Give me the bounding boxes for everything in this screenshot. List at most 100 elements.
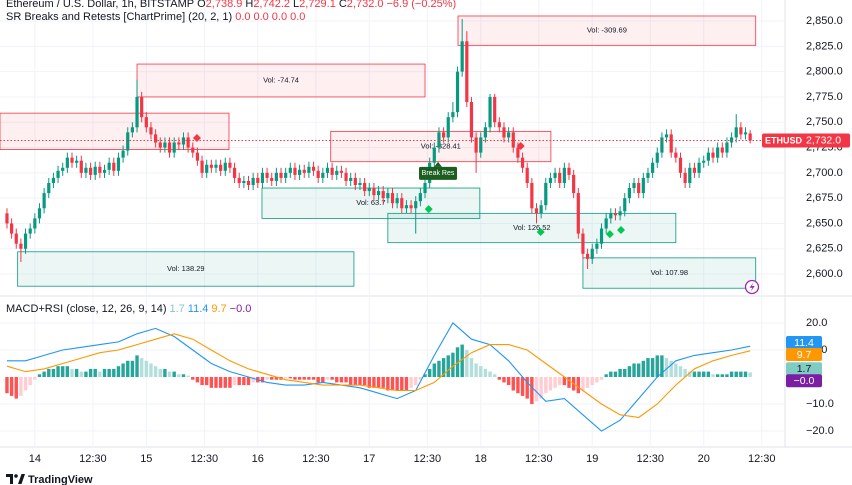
histogram-bar bbox=[9, 377, 14, 396]
histogram-bar bbox=[47, 368, 51, 377]
x-tick-label: 20 bbox=[698, 453, 710, 465]
histogram-bar bbox=[474, 363, 478, 377]
candle-body bbox=[214, 164, 218, 168]
ohlc-key: L bbox=[293, 0, 300, 10]
candle-body bbox=[525, 167, 529, 183]
candle-body bbox=[479, 137, 483, 153]
histogram-bar bbox=[288, 377, 293, 379]
value-label: 9.7 bbox=[797, 349, 812, 361]
candle-body bbox=[107, 162, 111, 170]
candle-body bbox=[28, 228, 32, 234]
candle-body bbox=[674, 152, 678, 158]
candle-body bbox=[678, 157, 683, 173]
ohlc-key: O bbox=[197, 0, 206, 10]
histogram-bar bbox=[153, 366, 158, 377]
indicator-name: SR Breaks and Retests [ChartPrime] (20, … bbox=[6, 11, 233, 23]
candle-body bbox=[660, 137, 664, 153]
zone-label: Vol: -309.69 bbox=[587, 26, 627, 35]
histogram-bar bbox=[553, 377, 557, 388]
histogram-bar bbox=[674, 363, 678, 377]
histogram-bar bbox=[237, 377, 241, 386]
macd-value: 1.7 bbox=[169, 303, 185, 315]
histogram-bar bbox=[177, 374, 181, 377]
candle-body bbox=[144, 117, 148, 128]
value-label-box bbox=[786, 335, 822, 349]
candle-body bbox=[191, 147, 195, 153]
candle-body bbox=[725, 142, 729, 153]
x-tick-label: 17 bbox=[363, 453, 375, 465]
candle-body bbox=[409, 205, 413, 209]
histogram-bar bbox=[130, 360, 135, 377]
y-tick-label: 20.0 bbox=[806, 317, 827, 329]
histogram-bar bbox=[205, 377, 209, 386]
histogram-bar bbox=[135, 355, 139, 377]
ohlc-key: H bbox=[245, 0, 254, 10]
histogram-bar bbox=[460, 344, 464, 377]
candle-body bbox=[65, 157, 69, 168]
histogram-bar bbox=[362, 377, 367, 386]
candle-body bbox=[627, 188, 631, 199]
histogram-bar bbox=[395, 377, 399, 391]
histogram-bar bbox=[479, 366, 483, 377]
histogram-bar bbox=[186, 375, 190, 377]
candle-body bbox=[390, 193, 395, 204]
histogram-bar bbox=[632, 363, 636, 377]
candle-body bbox=[558, 172, 562, 183]
histogram-bar bbox=[488, 371, 492, 377]
y-tick-label: 2,800.0 bbox=[806, 66, 843, 78]
candle-body bbox=[116, 157, 121, 171]
histogram-bar bbox=[660, 355, 664, 377]
y-tick-label: −10.0 bbox=[806, 398, 834, 410]
candle-body bbox=[5, 213, 9, 224]
histogram-bar bbox=[409, 377, 413, 388]
candle-body bbox=[70, 157, 74, 163]
x-tick-label: 18 bbox=[475, 453, 487, 465]
indicator-value: 0.0 bbox=[253, 11, 269, 23]
x-tick-label: 16 bbox=[252, 453, 264, 465]
candle-body bbox=[469, 102, 474, 138]
histogram-bar bbox=[455, 347, 460, 377]
candle-body bbox=[497, 122, 501, 128]
histogram-bar bbox=[734, 371, 738, 377]
candle-body bbox=[711, 152, 715, 158]
histogram-bar bbox=[548, 377, 553, 391]
histogram-bar bbox=[144, 360, 149, 377]
alert-icon bbox=[744, 279, 760, 295]
brand-name: TradingView bbox=[28, 474, 93, 485]
candle-body bbox=[274, 172, 278, 181]
y-tick-label: 2,675.0 bbox=[806, 192, 843, 204]
histogram-bar bbox=[344, 377, 348, 383]
histogram-bar bbox=[446, 355, 450, 377]
histogram-bar bbox=[483, 368, 488, 377]
histogram-bar bbox=[126, 360, 130, 377]
candle-body bbox=[10, 223, 14, 234]
candle-body bbox=[455, 71, 460, 113]
signal-diamond bbox=[516, 142, 525, 151]
histogram-bar bbox=[427, 368, 432, 377]
y-tick-label: 2,625.0 bbox=[806, 243, 843, 255]
candle-body bbox=[553, 172, 557, 178]
histogram-bar bbox=[432, 363, 437, 377]
candle-body bbox=[572, 174, 576, 194]
histogram-bar bbox=[715, 374, 720, 377]
candle-body bbox=[590, 248, 594, 259]
histogram-bar bbox=[172, 371, 176, 377]
histogram-bar bbox=[260, 377, 265, 383]
histogram-bar bbox=[191, 377, 195, 380]
histogram-bar bbox=[102, 368, 107, 377]
candle-body bbox=[534, 208, 539, 214]
candle-body bbox=[446, 117, 450, 138]
x-tick-label: 12:30 bbox=[748, 453, 776, 465]
candle-body bbox=[98, 166, 102, 173]
histogram-bar bbox=[655, 355, 659, 377]
histogram-bar bbox=[748, 372, 752, 377]
candle-body bbox=[172, 142, 176, 153]
candle-body bbox=[367, 188, 371, 192]
candle-body bbox=[79, 160, 83, 173]
histogram-bar bbox=[567, 377, 571, 388]
candle-body bbox=[298, 169, 302, 175]
candle-body bbox=[51, 177, 56, 183]
candle-body bbox=[576, 193, 580, 234]
histogram-bar bbox=[743, 371, 748, 377]
